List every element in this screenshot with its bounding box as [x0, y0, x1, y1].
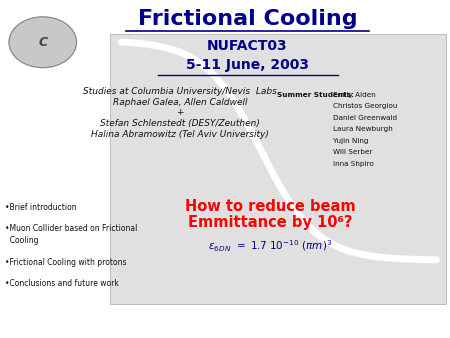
Text: Yujin Ning: Yujin Ning — [333, 138, 369, 144]
Text: Frictional Cooling: Frictional Cooling — [138, 8, 357, 29]
Text: C: C — [38, 36, 47, 49]
Text: How to reduce beam: How to reduce beam — [184, 199, 356, 214]
Text: Halina Abramowitz (Tel Aviv University): Halina Abramowitz (Tel Aviv University) — [91, 130, 269, 139]
Text: Raphael Galea, Allen Caldwell: Raphael Galea, Allen Caldwell — [113, 98, 247, 107]
Circle shape — [9, 17, 77, 68]
Text: Stefan Schlenstedt (DESY/Zeuthen): Stefan Schlenstedt (DESY/Zeuthen) — [100, 119, 260, 128]
Text: •Conclusions and future work: •Conclusions and future work — [5, 279, 119, 288]
Text: Daniel Greenwald: Daniel Greenwald — [333, 115, 397, 121]
Text: Inna Shpiro: Inna Shpiro — [333, 161, 374, 167]
Text: Studies at Columbia University/Nevis  Labs: Studies at Columbia University/Nevis Lab… — [83, 87, 277, 96]
Text: Will Serber: Will Serber — [333, 149, 373, 155]
Text: •Muon Collider based on Frictional
  Cooling: •Muon Collider based on Frictional Cooli… — [5, 224, 138, 245]
Text: Emmittance by 10⁶?: Emmittance by 10⁶? — [188, 215, 352, 230]
Text: +: + — [176, 108, 184, 117]
Text: Emily Alden: Emily Alden — [333, 92, 376, 98]
Text: Christos Georgiou: Christos Georgiou — [333, 103, 397, 109]
Text: 5-11 June, 2003: 5-11 June, 2003 — [186, 58, 309, 72]
Text: •Frictional Cooling with protons: •Frictional Cooling with protons — [5, 258, 127, 267]
Text: NUFACT03: NUFACT03 — [207, 39, 288, 53]
Text: Laura Newburgh: Laura Newburgh — [333, 126, 393, 132]
Text: $\varepsilon_{6D\,N}\ =\ 1.7\ \mathregular{10}^{-10}\ (\pi m)^3$: $\varepsilon_{6D\,N}\ =\ 1.7\ \mathregul… — [208, 238, 332, 254]
Text: •Brief introduction: •Brief introduction — [5, 203, 77, 212]
FancyBboxPatch shape — [110, 34, 446, 304]
Text: Summer Students:: Summer Students: — [277, 92, 354, 98]
